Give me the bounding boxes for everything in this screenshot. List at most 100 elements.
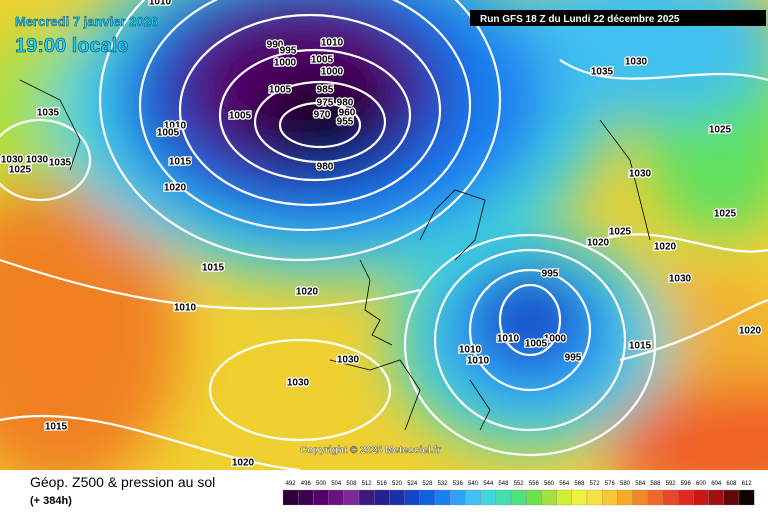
legend-swatch — [738, 489, 755, 506]
legend-label: 608 — [726, 481, 737, 487]
footer-title: Géop. Z500 & pression au sol — [30, 474, 215, 490]
legend-label: 508 — [346, 481, 357, 487]
legend-label: 496 — [301, 481, 312, 487]
isobar-label: 1010 — [459, 345, 482, 356]
isobar-label: 980 — [317, 162, 334, 173]
legend-swatch — [450, 489, 466, 506]
legend-label: 600 — [696, 481, 707, 487]
isobar-label: 995 — [542, 269, 559, 280]
run-info: Run GFS 18 Z du Lundi 22 décembre 2025 — [480, 14, 680, 25]
legend-label: 524 — [407, 481, 418, 487]
legend-swatch — [510, 489, 527, 506]
isobar-label: 980 — [337, 98, 354, 109]
legend-swatch — [693, 489, 709, 506]
run-banner — [470, 10, 766, 26]
forecast-date: Mercredi 7 janvier 2026 — [15, 14, 158, 29]
isobar-label: 1025 — [609, 227, 632, 238]
legend-swatch — [602, 489, 618, 506]
isobar-label: 1020 — [654, 242, 677, 253]
isobar-label: 1020 — [296, 287, 319, 298]
legend-label: 580 — [620, 481, 631, 487]
legend-label: 500 — [316, 481, 327, 487]
legend-swatch — [556, 489, 572, 506]
legend-label: 504 — [331, 481, 342, 487]
coastlines — [19, 79, 651, 431]
legend-label: 544 — [483, 481, 494, 487]
legend-label: 564 — [559, 481, 570, 487]
legend-label: 596 — [681, 481, 692, 487]
isobar-label: 1035 — [591, 67, 614, 78]
legend-swatch — [708, 489, 724, 506]
legend-swatch — [495, 489, 512, 506]
legend-swatch — [313, 489, 329, 506]
isobar-label: 975 — [317, 98, 334, 109]
legend-swatch — [374, 489, 390, 506]
legend-swatch — [434, 489, 451, 506]
legend-label: 528 — [422, 481, 433, 487]
legend-swatch — [343, 489, 360, 506]
isobar-label: 1015 — [629, 341, 652, 352]
isobar-label: 1035 — [49, 158, 72, 169]
isobar-label: 1000 — [544, 334, 567, 345]
isobar-label: 1030 — [629, 169, 652, 180]
legend-label: 536 — [453, 481, 464, 487]
isobar-label: 1030 — [26, 155, 49, 166]
forecast-time: 19:00 locale — [15, 35, 128, 57]
legend-label: 492 — [286, 481, 297, 487]
isobar-label: 1005 — [157, 128, 180, 139]
isobar-label: 1030 — [337, 355, 360, 366]
isobar-label: 1005 — [229, 111, 252, 122]
isobar-label: 1020 — [739, 326, 762, 337]
isobar-label: 970 — [314, 110, 331, 121]
legend-swatch — [586, 489, 603, 506]
legend-label: 572 — [590, 481, 601, 487]
isobar-label: 995 — [565, 353, 582, 364]
isobar-label: 1025 — [714, 209, 737, 220]
legend-label: 556 — [529, 481, 540, 487]
isobar-label: 1010 — [164, 121, 187, 132]
isobar-lines — [0, 0, 768, 457]
legend-swatch — [647, 489, 664, 506]
isobar-label: 1010 — [321, 38, 344, 49]
legend-label: 584 — [635, 481, 646, 487]
isobar-label: 1010 — [497, 334, 520, 345]
legend-swatch — [617, 489, 633, 506]
legend-label: 576 — [605, 481, 616, 487]
isobar-label: 1010 — [149, 0, 172, 8]
isobar-label: 1020 — [587, 238, 610, 249]
isobar-label: 1015 — [45, 422, 68, 433]
isobar-label: 985 — [317, 85, 334, 96]
legend-label: 588 — [650, 481, 661, 487]
isobar-label: 1005 — [269, 85, 292, 96]
legend-swatch — [662, 489, 679, 506]
legend-swatch — [723, 489, 740, 506]
legend: 492 496 500 504 508 512 516 520 524 528 532 536 540 5… — [282, 481, 755, 506]
isobar-label: 1005 — [525, 339, 548, 350]
isobar-label: 1015 — [202, 263, 225, 274]
isobar-label: 1000 — [274, 58, 297, 69]
legend-swatch — [632, 489, 648, 506]
legend-swatch — [282, 489, 299, 506]
isobar-label: 955 — [337, 117, 354, 128]
legend-label: 520 — [392, 481, 403, 487]
legend-label: 540 — [468, 481, 479, 487]
isobar-label: 1030 — [287, 378, 310, 389]
legend-swatch — [358, 489, 375, 506]
legend-label: 548 — [498, 481, 509, 487]
isobar-label: 1005 — [311, 55, 334, 66]
isobar-label: 960 — [339, 108, 356, 119]
isobar-label: 1000 — [321, 67, 344, 78]
legend-swatch — [541, 489, 557, 506]
footer-lead: (+ 384h) — [30, 495, 72, 507]
isobar-label: 1030 — [625, 57, 648, 68]
legend-label: 612 — [742, 481, 753, 487]
isobar-label: 1035 — [37, 108, 60, 119]
isobar-label: 1025 — [709, 125, 732, 136]
isobar-label: 1025 — [9, 165, 32, 176]
isobar-label: 1020 — [232, 458, 255, 469]
isobar-label: 1010 — [174, 303, 197, 314]
legend-swatch — [465, 489, 481, 506]
legend-swatch — [480, 489, 496, 506]
